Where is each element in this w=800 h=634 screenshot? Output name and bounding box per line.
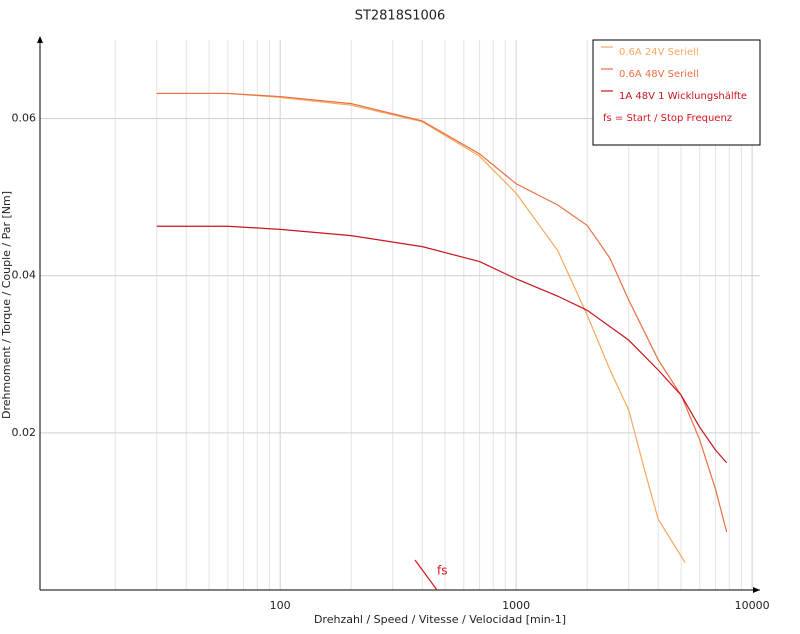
x-tick-label: 1000 <box>502 599 530 612</box>
x-tick-label: 10000 <box>735 599 770 612</box>
legend-note: fs = Start / Stop Frequenz <box>603 113 732 124</box>
y-tick-label: 0.04 <box>12 269 37 282</box>
legend-label: 0.6A 24V Seriell <box>619 47 699 58</box>
x-axis-arrow <box>753 587 760 593</box>
x-tick-label: 100 <box>270 599 291 612</box>
x-axis-label: Drehzahl / Speed / Vitesse / Velocidad [… <box>314 613 566 626</box>
y-tick-label: 0.02 <box>12 426 37 439</box>
y-axis-label: Drehmoment / Torque / Couple / Par [Nm] <box>0 191 13 419</box>
y-axis-arrow <box>37 36 43 43</box>
series-line <box>156 92 728 533</box>
annotation-line <box>414 559 438 591</box>
chart-title: ST2818S1006 <box>355 9 446 24</box>
series-line <box>156 225 728 464</box>
legend-label: 0.6A 48V Seriell <box>619 69 699 80</box>
annotation: fs <box>437 564 447 578</box>
legend-label: 1A 48V 1 Wicklungshälfte <box>619 91 747 102</box>
series-line <box>156 92 686 563</box>
legend-box <box>592 39 761 146</box>
y-tick-label: 0.06 <box>12 112 37 125</box>
